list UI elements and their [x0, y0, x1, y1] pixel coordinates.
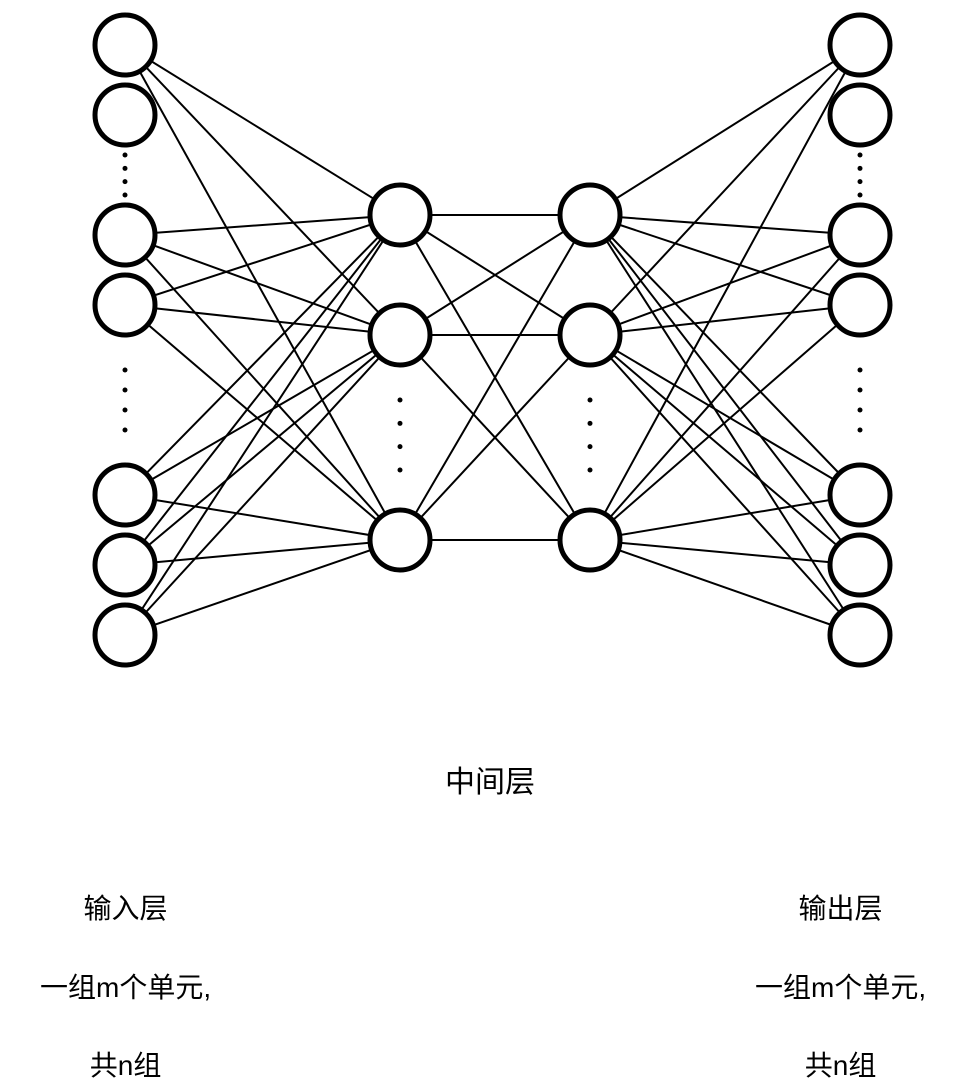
middle-label-text: 中间层 — [445, 766, 535, 799]
output-label-line2: 一组m个单元, — [755, 972, 926, 1003]
output-label-line1: 输出层 — [799, 893, 883, 924]
input-layer-label: 输入层 一组m个单元, 共n组 — [40, 850, 211, 1085]
middle-layer-label: 中间层 — [445, 720, 535, 804]
input-label-line3: 共n组 — [90, 1050, 162, 1081]
input-label-line1: 输入层 — [84, 893, 168, 924]
output-layer-label: 输出层 一组m个单元, 共n组 — [755, 850, 926, 1085]
neural-network-diagram — [0, 0, 953, 820]
input-label-line2: 一组m个单元, — [40, 972, 211, 1003]
output-label-line3: 共n组 — [805, 1050, 877, 1081]
